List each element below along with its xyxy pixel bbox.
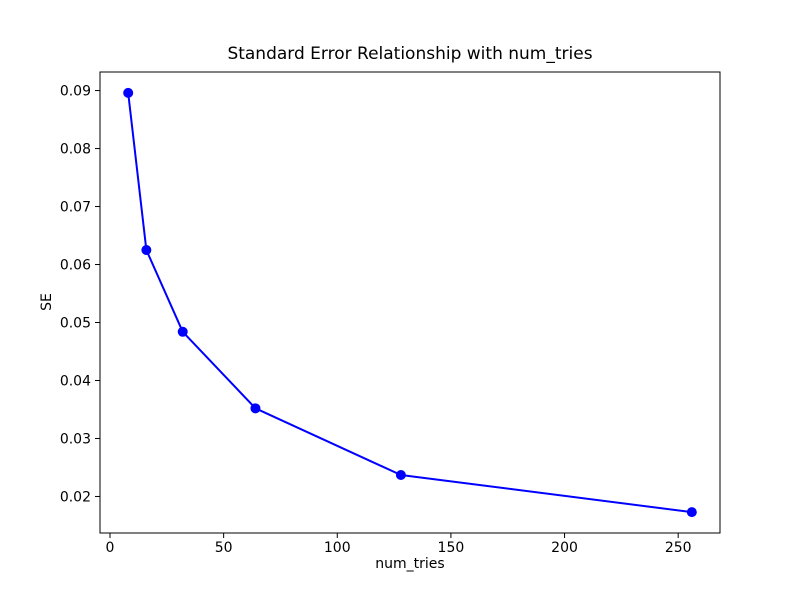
y-tick-label: 0.02 [60,489,91,505]
chart-title: Standard Error Relationship with num_tri… [227,44,593,64]
y-tick-label: 0.05 [60,316,91,332]
y-tick-label: 0.09 [60,84,91,100]
data-line [127,91,693,514]
data-point [123,87,134,98]
y-axis-label: SE [39,293,55,311]
x-axis-label: num_tries [375,556,445,572]
x-tick-label: 100 [324,540,351,556]
y-tick-label: 0.06 [60,258,91,274]
y-tick-label: 0.08 [60,142,91,158]
y-tick-label: 0.04 [60,373,91,389]
data-point [250,403,261,414]
data-point [177,326,188,337]
x-tick-label: 0 [106,540,115,556]
y-tick-label: 0.07 [60,200,91,216]
data-point [141,245,152,256]
y-tick-label: 0.03 [60,431,91,447]
x-tick-label: 250 [665,540,692,556]
axes-frame [99,71,721,534]
x-tick-label: 200 [551,540,578,556]
data-point [395,470,406,481]
x-tick-label: 150 [438,540,465,556]
data-point [686,507,697,518]
x-tick-label: 50 [215,540,233,556]
